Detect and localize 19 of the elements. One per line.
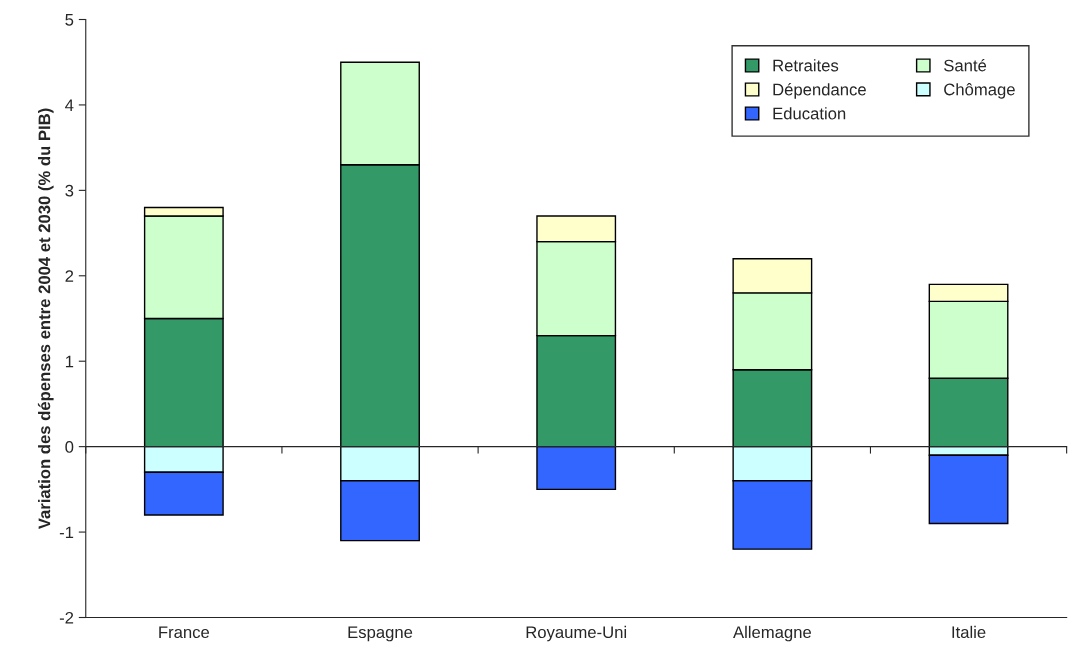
x-tick-label: Allemagne	[733, 625, 812, 642]
legend-label: Chômage	[944, 83, 1015, 99]
legend-label: Santé	[944, 59, 987, 72]
y-tick-label: 4	[65, 99, 74, 111]
x-tick-label: Italie	[952, 625, 986, 639]
y-tick-label: -2	[59, 611, 74, 624]
x-tick-label: France	[159, 626, 210, 639]
legend-label: Retraites	[773, 59, 839, 72]
legend-label: Education	[773, 107, 846, 120]
x-tick-label: Royaume-Uni	[526, 625, 627, 642]
y-tick-label: 2	[65, 270, 74, 282]
y-tick-label: 5	[65, 14, 74, 26]
y-tick-label: 0	[65, 441, 74, 453]
y-tick-label: 1	[65, 355, 74, 368]
legend-label: Dépendance	[773, 83, 866, 99]
y-tick-label: -1	[59, 526, 74, 539]
y-axis-title: Variation des dépenses entre 2004 et 2030 (% du PIB)	[37, 108, 54, 530]
y-tick-label: 3	[65, 184, 74, 197]
x-tick-label: Espagne	[348, 626, 413, 642]
